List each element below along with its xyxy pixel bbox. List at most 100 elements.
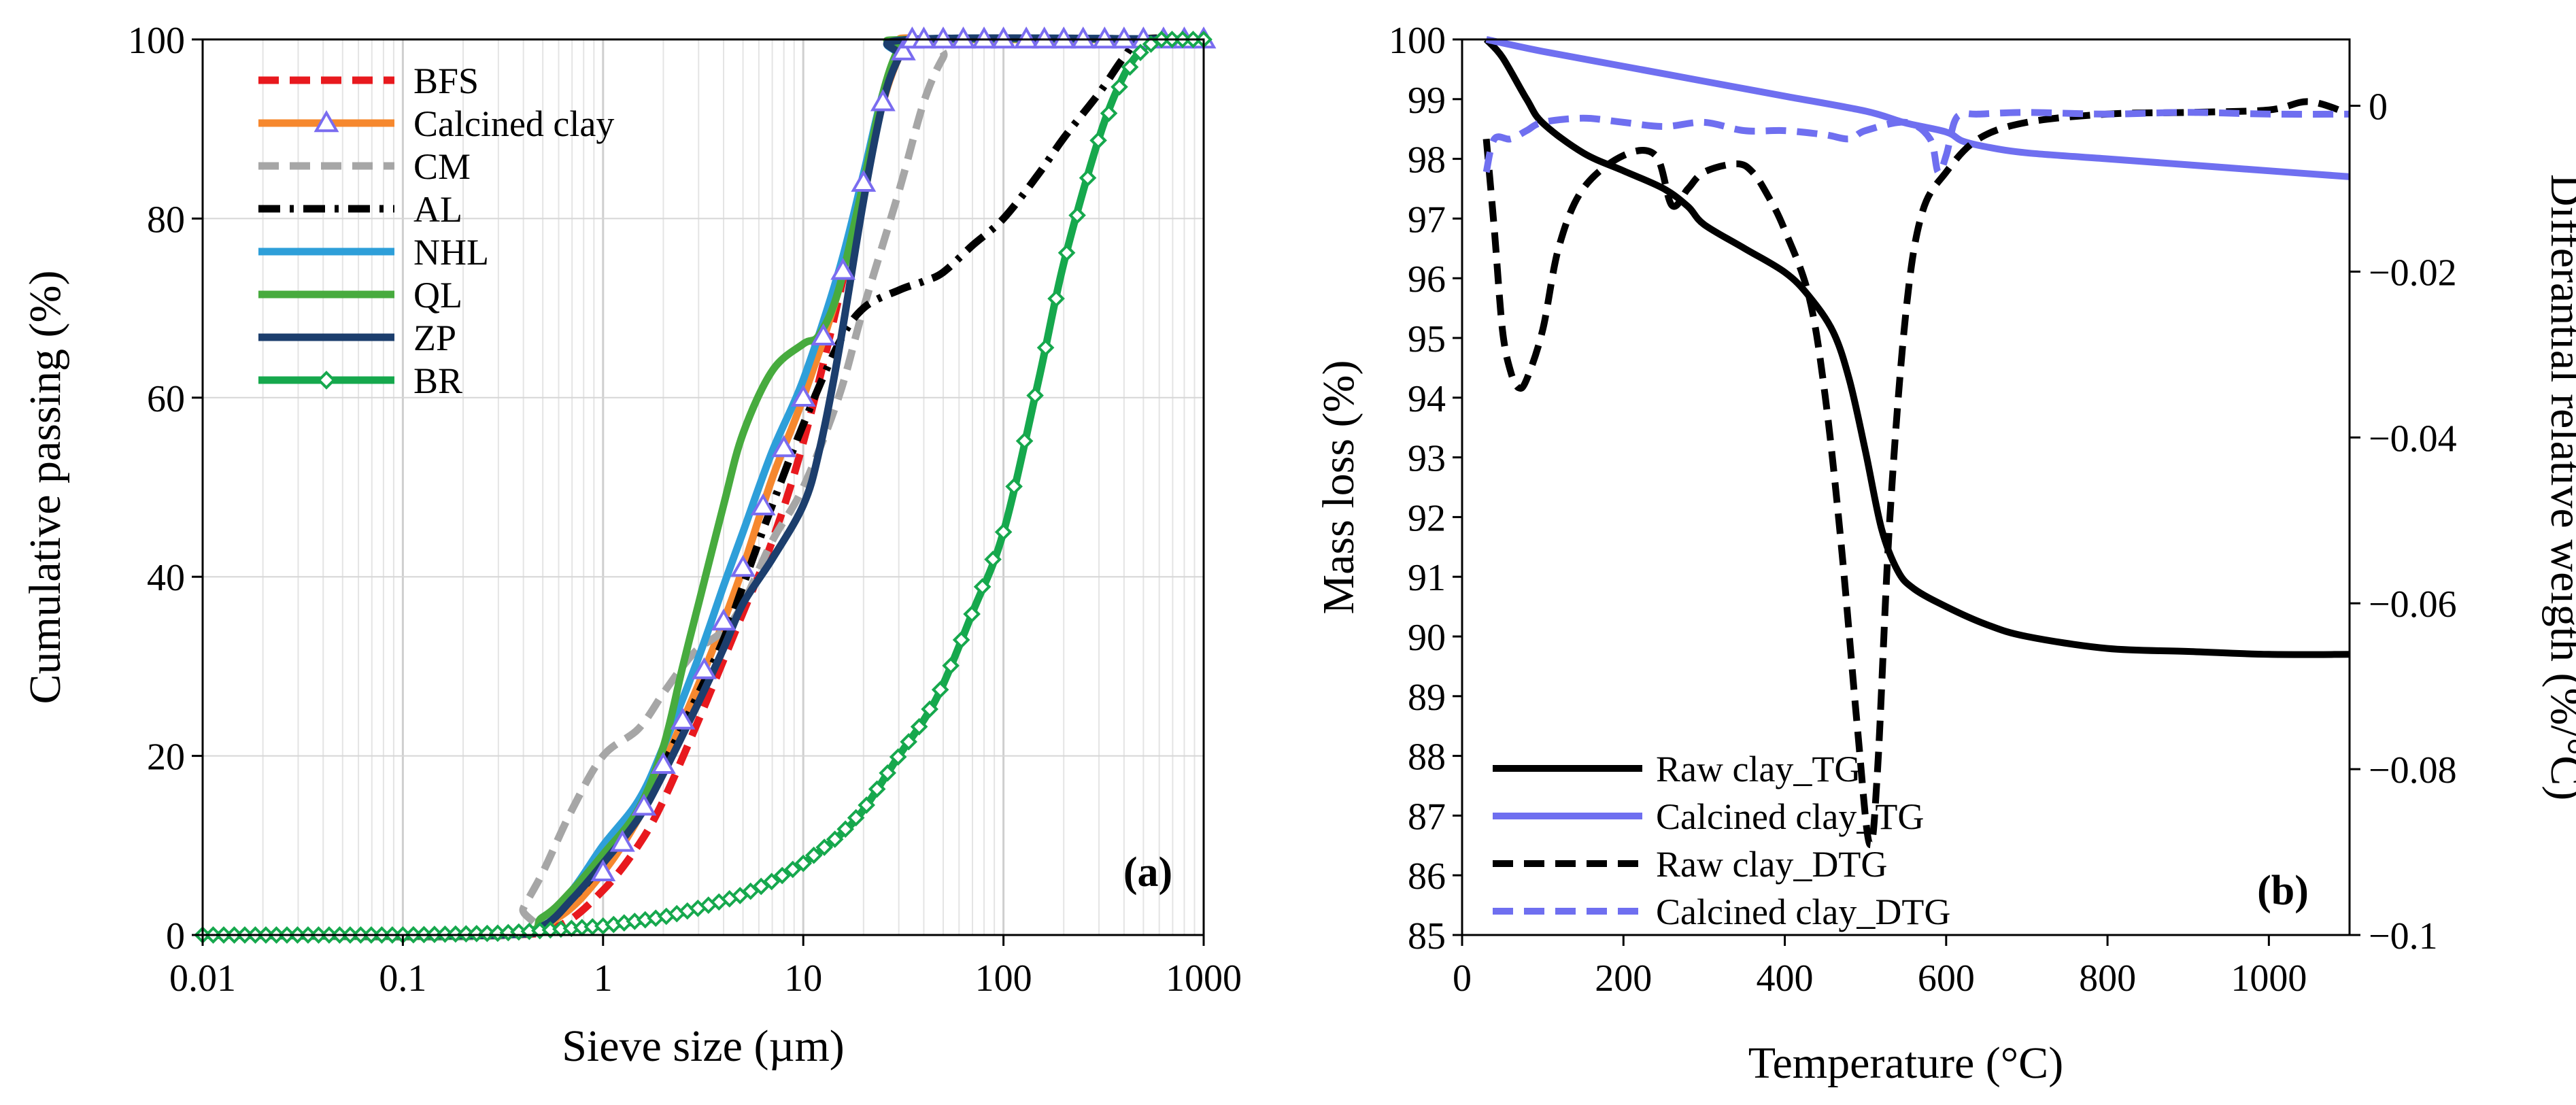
data-point-calcined-clay — [692, 657, 717, 679]
data-point-br — [826, 830, 844, 849]
series-line-al — [202, 34, 1204, 940]
data-point-br — [1089, 131, 1107, 150]
data-point-br — [804, 847, 823, 864]
y-tick-label: 98 — [1408, 139, 1446, 182]
x-tick-label: 1000 — [1166, 957, 1242, 1000]
data-point-calcined-clay — [930, 26, 956, 49]
legend-marker-calcined-clay — [313, 109, 339, 133]
data-point-br — [1121, 58, 1139, 76]
data-point-br — [994, 523, 1013, 541]
x-tick-label: 100 — [975, 957, 1032, 1000]
data-point-calcined-clay — [991, 26, 1017, 49]
x-tick-label: 800 — [2079, 957, 2136, 1000]
y-tick-label: 20 — [147, 736, 185, 779]
y-tick-label: 99 — [1408, 80, 1446, 122]
data-point-calcined-clay — [711, 609, 736, 631]
data-point-br — [931, 681, 949, 699]
data-point-br — [1047, 290, 1065, 307]
panel-label-a: (a) — [1123, 849, 1172, 896]
panel-b-thermogravimetric-chart: 0 200 400 600 800 100085868788899091929394959… — [1314, 20, 2576, 1088]
panel-label-b: (b) — [2257, 868, 2309, 914]
y2-axis-label: Differantial relative weigth (%/°C) — [2541, 174, 2576, 800]
data-point-br — [910, 717, 928, 736]
data-point-calcined-clay — [890, 38, 916, 61]
data-point-calcined-clay — [1013, 26, 1039, 49]
legend-label-raw-clay-dtg: Raw clay_DTG — [1656, 844, 1887, 885]
data-point-calcined-clay — [1032, 26, 1057, 49]
data-point-calcined-clay — [1091, 26, 1117, 49]
data-point-calcined-clay — [911, 26, 936, 49]
legend-marker-br — [317, 371, 336, 390]
series-line-raw-clay-tg — [1483, 37, 2350, 658]
y-axis-label: Cumulative passing (%) — [20, 271, 70, 704]
data-point-br — [1057, 243, 1076, 262]
y-tick-label: 96 — [1408, 258, 1446, 301]
series-line-zp — [202, 34, 1204, 940]
data-point-br — [1015, 432, 1034, 450]
data-point-calcined-clay — [750, 493, 776, 515]
x-tick-label: 1000 — [2231, 957, 2307, 1000]
legend-label-cm: CM — [413, 146, 471, 187]
y-tick-label: 91 — [1408, 557, 1446, 599]
data-point-calcined-clay — [951, 26, 976, 49]
data-point-calcined-clay — [1070, 26, 1096, 49]
data-point-br — [1111, 78, 1128, 96]
x-tick-label: 200 — [1595, 957, 1652, 1000]
data-point-br — [963, 605, 981, 623]
data-point-br — [836, 820, 855, 838]
x-tick-label: 0.01 — [169, 957, 236, 1000]
data-point-br — [794, 854, 813, 872]
legend-label-nhl: NHL — [413, 232, 489, 273]
data-point-br — [1079, 169, 1097, 187]
data-point-br — [952, 631, 970, 649]
legend-label-bfs: BFS — [413, 61, 479, 101]
legend-label-al: AL — [413, 189, 462, 230]
plot-frame — [1461, 38, 2351, 936]
data-point-calcined-clay — [790, 384, 816, 407]
data-point-br — [984, 550, 1002, 568]
panel-a-particle-size-chart: 0.01 0.1 1 10 100 1000 0 20 40 60 80 100 Sieve size … — [20, 20, 1242, 1071]
y-tick-label: 0 — [166, 915, 185, 957]
data-point-br — [1068, 206, 1086, 224]
data-point-br — [868, 780, 886, 798]
legend-label-zp: ZP — [413, 318, 456, 358]
data-point-br — [1005, 477, 1023, 496]
y-tick-label: 97 — [1408, 199, 1446, 241]
y2-tick-label: −0.06 — [2369, 583, 2457, 626]
data-point-br — [773, 866, 792, 885]
data-point-br — [815, 838, 834, 856]
x-axis-label: Sieve size (µm) — [562, 1021, 845, 1071]
series-line-calcined-clay-dtg — [1482, 109, 2350, 176]
data-point-br — [921, 700, 938, 718]
y2-tick-label: −0.04 — [2369, 418, 2457, 460]
legend-label-calcined-clay-tg: Calcined clay_TG — [1656, 796, 1924, 837]
x-tick-label: 1 — [594, 957, 613, 1000]
y-axis-label: Mass loss (%) — [1314, 360, 1363, 615]
data-point-calcined-clay — [631, 794, 657, 816]
x-tick-label: 10 — [784, 957, 822, 1000]
data-point-br — [942, 657, 960, 675]
y-tick-label: 92 — [1408, 497, 1446, 539]
x-tick-label: 0.1 — [379, 957, 426, 1000]
data-point-calcined-clay — [830, 258, 856, 280]
data-point-br — [847, 809, 865, 827]
y-tick-label: 87 — [1408, 796, 1446, 838]
y-tick-label: 93 — [1408, 438, 1446, 480]
y-tick-label: 100 — [1389, 20, 1446, 62]
y-tick-label: 86 — [1408, 855, 1446, 898]
y-tick-label: 95 — [1408, 318, 1446, 360]
data-point-calcined-clay — [1051, 26, 1077, 49]
legend-label-ql: QL — [413, 275, 462, 316]
plot-frame — [201, 38, 1205, 936]
legend-label-raw-clay-tg: Raw clay_TG — [1656, 749, 1861, 789]
data-point-calcined-clay — [870, 89, 896, 112]
data-point-br — [973, 578, 992, 596]
data-point-calcined-clay — [730, 554, 756, 577]
data-point-calcined-clay — [851, 169, 877, 192]
legend-label-br: BR — [413, 360, 462, 401]
y-tick-label: 60 — [147, 378, 185, 420]
data-point-br — [1026, 386, 1044, 405]
legend-label-calcined-clay: Calcined clay — [413, 103, 614, 144]
y-tick-label: 94 — [1408, 378, 1446, 420]
